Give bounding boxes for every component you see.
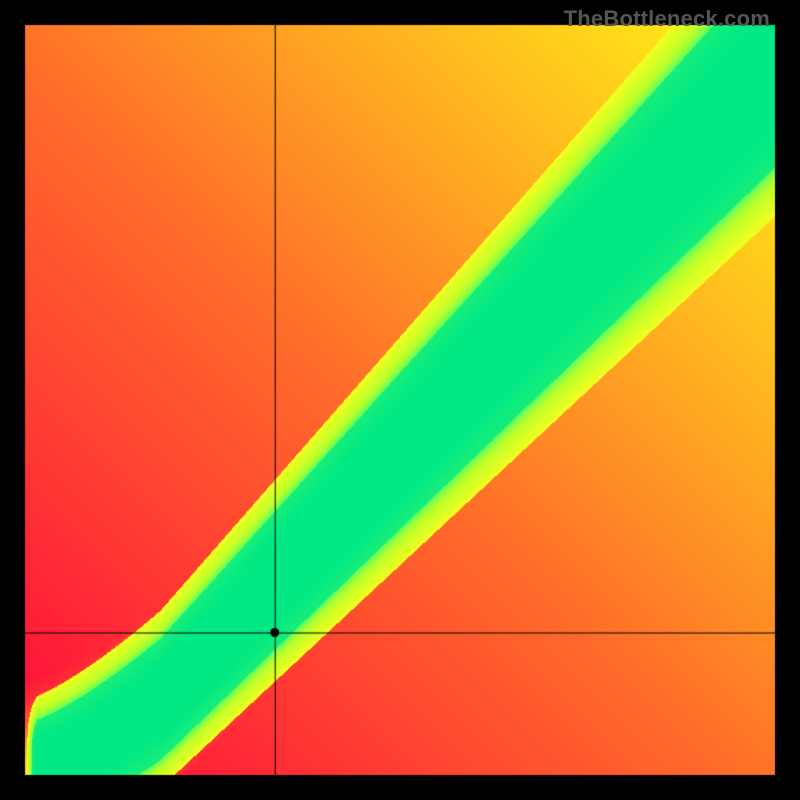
bottleneck-heatmap: [0, 0, 800, 800]
watermark-text: TheBottleneck.com: [564, 6, 770, 32]
chart-container: TheBottleneck.com: [0, 0, 800, 800]
